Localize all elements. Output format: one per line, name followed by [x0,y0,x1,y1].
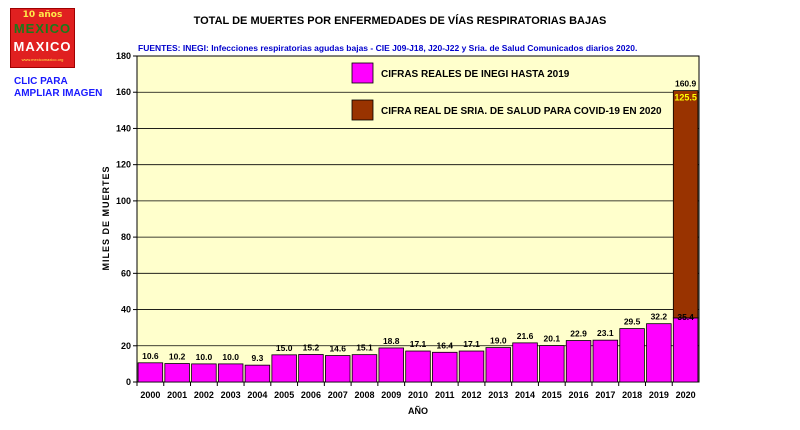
plot-area: 0 20 40 60 80 100 120 140 160 180 10.6 2000 10.2 2001… [116,51,700,400]
bar-inegi-2009 [378,347,404,383]
bar-inegi-2010 [405,350,431,383]
enlarge-image-link[interactable]: CLIC PARA AMPLIAR IMAGEN [14,76,124,100]
x-tick-label-2012: 2012 [462,390,482,400]
x-tick-label-2006: 2006 [301,390,321,400]
legend-swatch-2 [351,99,374,121]
x-tick-label-2017: 2017 [595,390,615,400]
x-tick-label-2015: 2015 [542,390,562,400]
x-tick-label-2014: 2014 [515,390,535,400]
y-tick-label-6: 120 [116,160,131,170]
y-tick-label-1: 20 [121,341,131,351]
x-tick-label-2019: 2019 [649,390,669,400]
data-label-inegi-2006: 15.2 [303,342,320,352]
data-label-inegi-2000: 10.6 [142,351,159,361]
data-label-inegi-2007: 14.6 [329,344,346,354]
bar-inegi-2008 [351,354,378,383]
y-tick-label-3: 60 [121,268,131,278]
bar-inegi-2018 [619,328,645,383]
y-tick-label-5: 100 [116,196,131,206]
logo-url-text: www.mexicomaxico.org [21,57,64,62]
bar-inegi-2002 [191,363,217,383]
bar-inegi-2013 [485,347,511,383]
bar-inegi-2000 [137,362,164,383]
bar-inegi-2011 [432,351,458,383]
legend-label-2: CIFRA REAL DE SRIA. DE SALUD PARA COVID-… [381,106,662,117]
bar-inegi-2015 [539,345,565,383]
y-tick-label-2: 40 [121,305,131,315]
x-tick-label-2001: 2001 [167,390,187,400]
bar-inegi-2005 [271,354,297,383]
bar-inegi-2003 [217,363,244,383]
x-tick-label-2004: 2004 [247,390,267,400]
logo-mexico-text: MEXICO [13,21,72,36]
x-tick-label-2010: 2010 [408,390,428,400]
total-label-2020: 160.9 [675,79,697,89]
data-label-inegi-2001: 10.2 [169,352,186,362]
y-tick-label-7: 140 [116,123,131,133]
y-tick-label-9: 180 [116,51,131,61]
legend-swatch-1 [351,62,374,84]
data-label-inegi-2016: 22.9 [570,329,587,339]
x-tick-label-2013: 2013 [488,390,508,400]
data-label-inegi-2008: 15.1 [356,343,373,353]
bar-inegi-2019 [646,323,672,383]
data-label-inegi-2004: 9.3 [252,353,264,363]
logo-anniversary-text: 10 años [22,10,63,20]
x-tick-label-2016: 2016 [569,390,589,400]
data-label-inegi-2013: 19.0 [490,336,507,346]
enlarge-link-line1: CLIC PARA [14,76,68,87]
bar-inegi-2006 [298,354,324,383]
x-tick-label-2008: 2008 [354,390,374,400]
logo-maxico-text: MAXICO [13,39,72,54]
data-label-inegi-2005: 15.0 [276,343,293,353]
bar-inegi-2016 [565,340,592,383]
bar-inegi-2012 [458,350,485,383]
data-label-inegi-2017: 23.1 [597,328,614,338]
data-label-inegi-2018: 29.5 [624,317,641,327]
x-tick-label-2005: 2005 [274,390,294,400]
data-label-covid-bg-2020 [674,91,697,103]
plot-background [136,55,700,383]
x-tick-label-2018: 2018 [622,390,642,400]
chart-title: TOTAL DE MUERTES POR ENFERMEDADES DE VÍA… [194,14,607,27]
bar-inegi-2014 [512,342,538,383]
x-tick-label-2007: 2007 [328,390,348,400]
x-axis-label: AÑO [408,406,428,416]
y-tick-label-8: 160 [116,87,131,97]
data-label-inegi-2002: 10.0 [196,352,213,362]
data-label-covid-2020: 125.5 [674,93,697,103]
data-label-inegi-2019: 32.2 [651,312,668,322]
x-tick-label-2003: 2003 [221,390,241,400]
data-label-inegi-2010: 17.1 [410,339,427,349]
enlarge-link-line2: AMPLIAR IMAGEN [14,88,103,99]
x-tick-label-2011: 2011 [435,390,455,400]
bar-inegi-2004 [244,364,271,383]
bar-inegi-2007 [325,355,351,383]
x-tick-label-2000: 2000 [140,390,160,400]
bar-inegi-2020 [672,317,699,383]
y-tick-label-0: 0 [126,377,131,387]
data-label-inegi-2020: 35.4 [677,312,694,322]
x-tick-label-2002: 2002 [194,390,214,400]
data-label-inegi-2014: 21.6 [517,331,534,341]
legend-label-1: CIFRAS REALES DE INEGI HASTA 2019 [381,69,570,80]
data-label-inegi-2012: 17.1 [463,339,480,349]
y-axis-label: MILES DE MUERTES [101,165,111,270]
bar-covid-2020 [672,90,699,319]
data-label-inegi-2015: 20.1 [544,334,561,344]
bar-inegi-2017 [592,339,619,383]
x-tick-label-2009: 2009 [381,390,401,400]
y-tick-label-4: 80 [121,232,131,242]
bar-inegi-2001 [164,363,190,383]
data-label-inegi-2009: 18.8 [383,336,400,346]
mexico-maxico-logo[interactable]: 10 años MEXICO MAXICO www.mexicomaxico.o… [10,8,75,68]
chart-subtitle: FUENTES: INEGI: Infecciones respiratoria… [138,43,637,53]
x-tick-label-2020: 2020 [676,390,696,400]
data-label-inegi-2011: 16.4 [436,340,453,350]
data-label-inegi-2003: 10.0 [222,352,239,362]
